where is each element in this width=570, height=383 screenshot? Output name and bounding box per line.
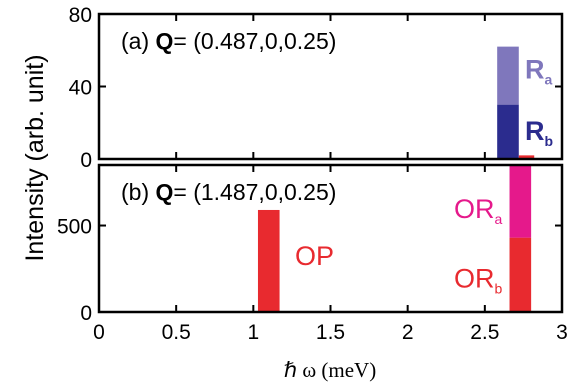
panel-b: 0 500 (b) Q= (1.487,0,0.25) OP ORa ORb [57, 163, 564, 325]
y-tick-label: 80 [69, 4, 92, 27]
y-tick-label: 40 [69, 77, 92, 100]
y-tick-label: 0 [80, 149, 92, 172]
label-rb: Rb [525, 116, 553, 149]
bar-ra [497, 46, 519, 105]
panel-title: (b) Q= (1.487,0,0.25) [121, 179, 336, 205]
bar-rb [497, 104, 519, 159]
x-tick-labels: 0 0.5 1 1.5 2 2.5 3 [93, 321, 568, 344]
label-orb: ORb [454, 263, 503, 296]
x-tick-label: 1.5 [316, 321, 345, 344]
y-axis-label: Intensity (arb. unit) [21, 54, 49, 261]
y-tick-label: 0 [80, 302, 92, 325]
x-tick-label: 1 [247, 321, 259, 344]
panel-a: 0 40 80 (a) Q= (0.487,0,0.25) Ra Rb [69, 4, 564, 172]
label-ra: Ra [525, 54, 553, 87]
bar-ora [509, 165, 532, 238]
bar-orb [509, 237, 532, 312]
y-axis-label-group: Intensity (arb. unit) [21, 54, 49, 261]
label-op: OP [295, 241, 334, 271]
x-tick-label: 3 [556, 321, 568, 344]
x-tick-label: 2 [402, 321, 414, 344]
x-tick-label: 0 [93, 321, 105, 344]
x-tick-label: 2.5 [470, 321, 499, 344]
panels: 0 40 80 (a) Q= (0.487,0,0.25) Ra Rb 0 500 (b) Q=… [57, 4, 568, 344]
label-ora: ORa [454, 194, 503, 227]
bar-op [257, 209, 280, 312]
bar-baseline-2 [518, 155, 535, 159]
x-tick-label: 0.5 [162, 321, 191, 344]
x-axis-label: ℏ ω (meV) [284, 358, 376, 382]
panel-title: (a) Q= (0.487,0,0.25) [121, 28, 336, 54]
y-tick-label: 500 [57, 216, 92, 239]
